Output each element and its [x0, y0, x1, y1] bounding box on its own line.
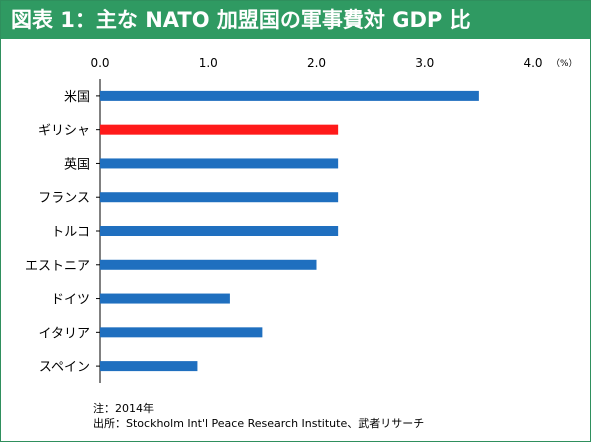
- chart-axes: 0.0 1.0 2.0 3.0 4.0 （%） 米国ギリシャ英国フランストルコエストニアドイ…: [25, 56, 578, 383]
- bar: [100, 361, 198, 372]
- category-label: イタリア: [39, 326, 90, 341]
- source-text: 出所：Stockholm Int'l Peace Research Instit…: [93, 417, 425, 430]
- bar: [100, 192, 339, 203]
- category-label: 英国: [64, 157, 90, 172]
- chart-notes: 注：2014年 出所：Stockholm Int'l Peace Researc…: [93, 401, 424, 431]
- note-text: 注：2014年: [93, 402, 154, 415]
- x-tick-label: 1.0: [199, 56, 218, 70]
- bar-chart: 0.0 1.0 2.0 3.0 4.0 （%） 米国ギリシャ英国フランストルコエストニアドイ…: [25, 56, 578, 383]
- category-label: ギリシャ: [38, 124, 90, 139]
- category-label: 米国: [64, 90, 90, 105]
- category-label: フランス: [38, 191, 90, 206]
- unit-label: （%）: [551, 58, 578, 69]
- x-tick-label: 4.0: [523, 56, 542, 70]
- category-label: ドイツ: [51, 293, 90, 308]
- category-label: トルコ: [51, 225, 90, 240]
- bar: [100, 293, 230, 304]
- bar: [100, 327, 263, 338]
- bar: [100, 90, 479, 101]
- x-tick-label: 0.0: [90, 56, 109, 70]
- bar: [100, 259, 317, 270]
- title-bar: 図表 1：主な NATO 加盟国の軍事費対 GDP 比: [1, 1, 590, 39]
- category-label: スペイン: [39, 360, 90, 375]
- chart-bars: [100, 90, 479, 372]
- x-tick-label: 3.0: [415, 56, 434, 70]
- category-label: エストニア: [25, 259, 90, 274]
- chart-title: 図表 1：主な NATO 加盟国の軍事費対 GDP 比: [11, 8, 471, 32]
- bar: [100, 226, 339, 236]
- x-tick-label: 2.0: [307, 56, 326, 70]
- bar: [100, 158, 339, 169]
- bar: [100, 124, 339, 135]
